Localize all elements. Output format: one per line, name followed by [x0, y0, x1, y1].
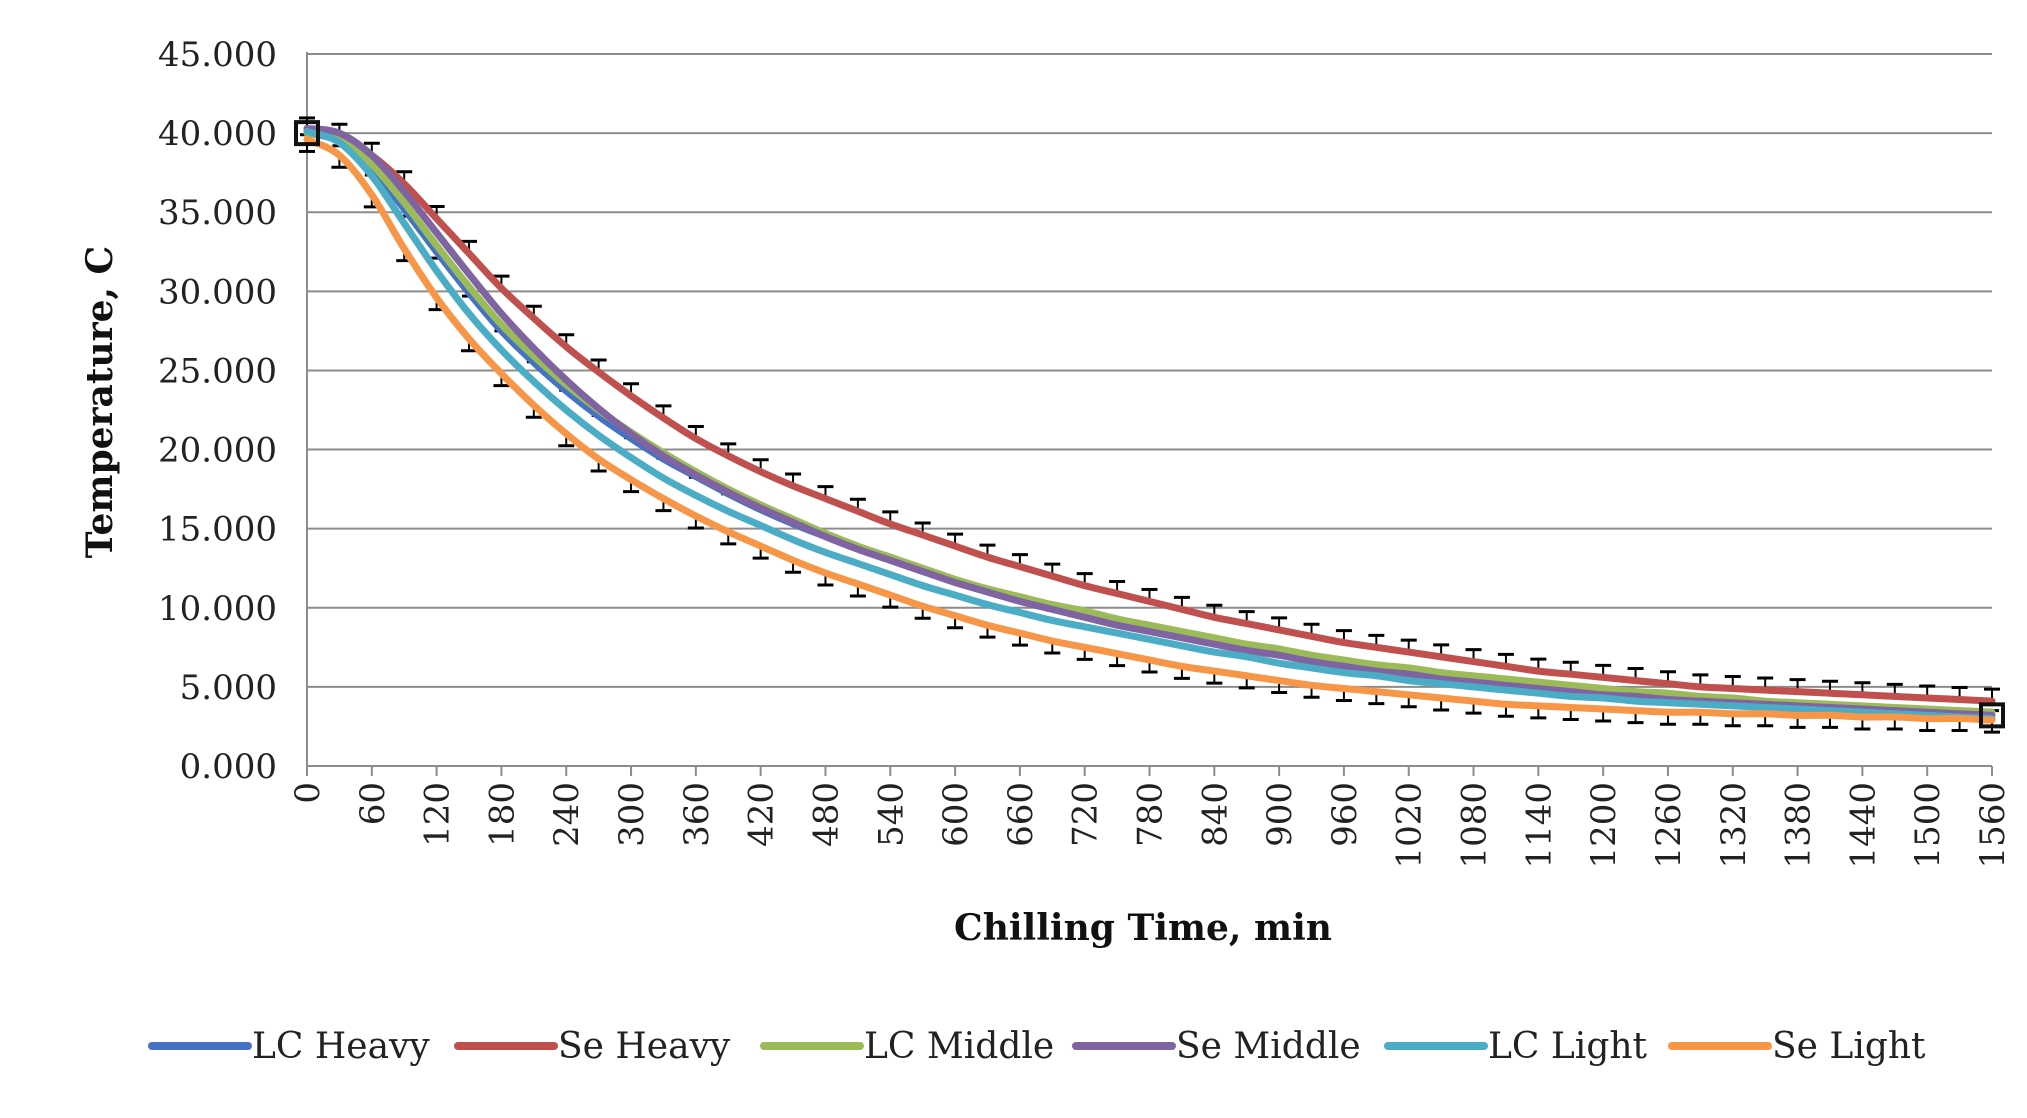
- legend-label: LC Heavy: [252, 1026, 430, 1067]
- x-tick-label: 540: [871, 782, 911, 847]
- x-tick-label: 1320: [1714, 782, 1754, 869]
- series-lines: [303, 124, 1996, 724]
- x-tick-label: 1140: [1519, 782, 1559, 869]
- x-tick-label: 1080: [1455, 782, 1495, 869]
- series-line-lc-light: [303, 128, 1996, 722]
- x-tick-label: 960: [1325, 782, 1365, 847]
- y-tick-label: 10.000: [158, 589, 277, 629]
- y-axis-title: Temperature, C: [79, 246, 121, 558]
- y-tick-label: 15.000: [158, 510, 277, 550]
- x-tick-label: 1500: [1908, 782, 1948, 869]
- y-tick-label: 45.000: [158, 35, 277, 75]
- y-tick-label: 35.000: [158, 193, 277, 233]
- x-tick-label: 240: [547, 782, 587, 847]
- legend-label: Se Middle: [1176, 1026, 1361, 1067]
- x-tick-label: 1020: [1390, 782, 1430, 869]
- legend-label: LC Middle: [864, 1026, 1054, 1067]
- x-tick-label: 660: [1001, 782, 1041, 847]
- x-tick-label: 840: [1195, 782, 1235, 847]
- x-tick-label: 480: [806, 782, 846, 847]
- x-tick-label: 780: [1131, 782, 1171, 847]
- axes: [306, 52, 1993, 776]
- endpoint-marker: [294, 120, 320, 147]
- x-tick-label: 1440: [1843, 782, 1883, 869]
- series-line-se-light: [303, 135, 1996, 724]
- x-tick-label: 720: [1066, 782, 1106, 847]
- x-tick-label: 60: [353, 782, 393, 825]
- y-tick-label: 0.000: [180, 747, 277, 787]
- x-tick-label: 1380: [1779, 782, 1819, 869]
- x-tick-label: 420: [742, 782, 782, 847]
- x-tick-label: 1560: [1973, 782, 2013, 869]
- y-tick-label: 5.000: [180, 668, 277, 708]
- x-axis-title: Chilling Time, min: [954, 907, 1332, 949]
- x-tick-label: 360: [677, 782, 717, 847]
- legend-label: Se Light: [1772, 1026, 1926, 1067]
- series-line-se-heavy: [303, 126, 1996, 705]
- y-tick-label: 25.000: [158, 351, 277, 391]
- legend-label: Se Heavy: [558, 1026, 731, 1067]
- y-tick-label: 40.000: [158, 114, 277, 154]
- legend: LC Heavy Se Heavy LC Middle Se Middle LC Lig…: [148, 1026, 1926, 1067]
- x-tick-label: 600: [936, 782, 976, 847]
- x-tick-label: 900: [1260, 782, 1300, 847]
- legend-label: LC Light: [1488, 1026, 1648, 1067]
- x-tick-label: 0: [288, 782, 328, 804]
- x-tick-label: 1200: [1584, 782, 1624, 869]
- x-tick-label: 1260: [1649, 782, 1689, 869]
- x-tick-label: 300: [612, 782, 652, 847]
- y-tick-label: 30.000: [158, 272, 277, 312]
- x-tick-label: 180: [482, 782, 522, 847]
- endpoint-marker: [1979, 702, 2005, 729]
- endpoint-markers: [294, 120, 2005, 729]
- y-tick-labels: 0.000 5.000 10.000 15.000 20.000 25.000 30.000…: [158, 35, 277, 787]
- x-tick-labels: 0 60 120 180 240 300 360 420 480 540 600 660 720 780 8…: [288, 782, 2013, 869]
- y-tick-label: 20.000: [158, 431, 277, 471]
- x-tick-label: 120: [418, 782, 458, 847]
